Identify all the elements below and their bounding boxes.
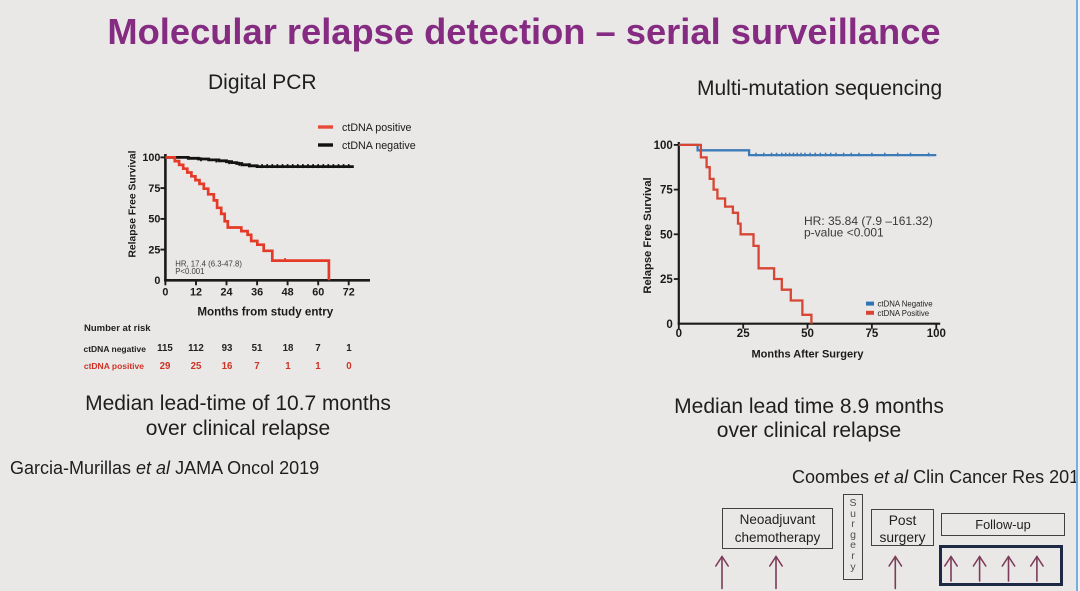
- svg-text:Relapse Free Survival: Relapse Free Survival: [642, 177, 654, 293]
- svg-text:ctDNA positive: ctDNA positive: [342, 122, 412, 134]
- svg-text:72: 72: [343, 287, 355, 299]
- svg-text:0: 0: [676, 328, 682, 340]
- svg-text:ctDNA negative: ctDNA negative: [342, 140, 416, 152]
- svg-text:0: 0: [666, 319, 672, 331]
- svg-text:0: 0: [154, 275, 160, 287]
- svg-text:HR, 17.4 (6.3-47.8): HR, 17.4 (6.3-47.8): [175, 259, 242, 268]
- svg-text:25: 25: [660, 274, 673, 286]
- svg-text:Relapse Free Survival: Relapse Free Survival: [128, 150, 139, 257]
- svg-text:75: 75: [148, 183, 160, 195]
- svg-text:60: 60: [312, 287, 324, 299]
- svg-text:50: 50: [801, 328, 814, 340]
- svg-text:50: 50: [660, 229, 673, 241]
- svg-text:100: 100: [654, 140, 673, 152]
- svg-text:Months After Surgery: Months After Surgery: [751, 348, 864, 360]
- svg-text:75: 75: [660, 185, 673, 197]
- svg-text:25: 25: [737, 328, 750, 340]
- svg-text:HR: 35.84 (7.9 –161.32): HR: 35.84 (7.9 –161.32): [804, 214, 933, 228]
- svg-text:12: 12: [190, 287, 202, 299]
- svg-text:ctDNA Negative: ctDNA Negative: [878, 300, 933, 309]
- svg-text:100: 100: [927, 328, 946, 340]
- svg-text:75: 75: [866, 328, 879, 340]
- svg-text:P<0.001: P<0.001: [175, 267, 204, 276]
- svg-text:Months from study entry: Months from study entry: [197, 306, 333, 319]
- svg-text:0: 0: [162, 287, 168, 299]
- svg-text:p-value <0.001: p-value <0.001: [804, 226, 884, 240]
- svg-text:36: 36: [251, 287, 263, 299]
- svg-text:ctDNA Positive: ctDNA Positive: [878, 309, 930, 318]
- svg-text:100: 100: [142, 152, 160, 164]
- svg-text:50: 50: [148, 214, 160, 226]
- svg-text:25: 25: [148, 244, 160, 256]
- svg-text:48: 48: [282, 287, 294, 299]
- svg-text:24: 24: [220, 287, 232, 299]
